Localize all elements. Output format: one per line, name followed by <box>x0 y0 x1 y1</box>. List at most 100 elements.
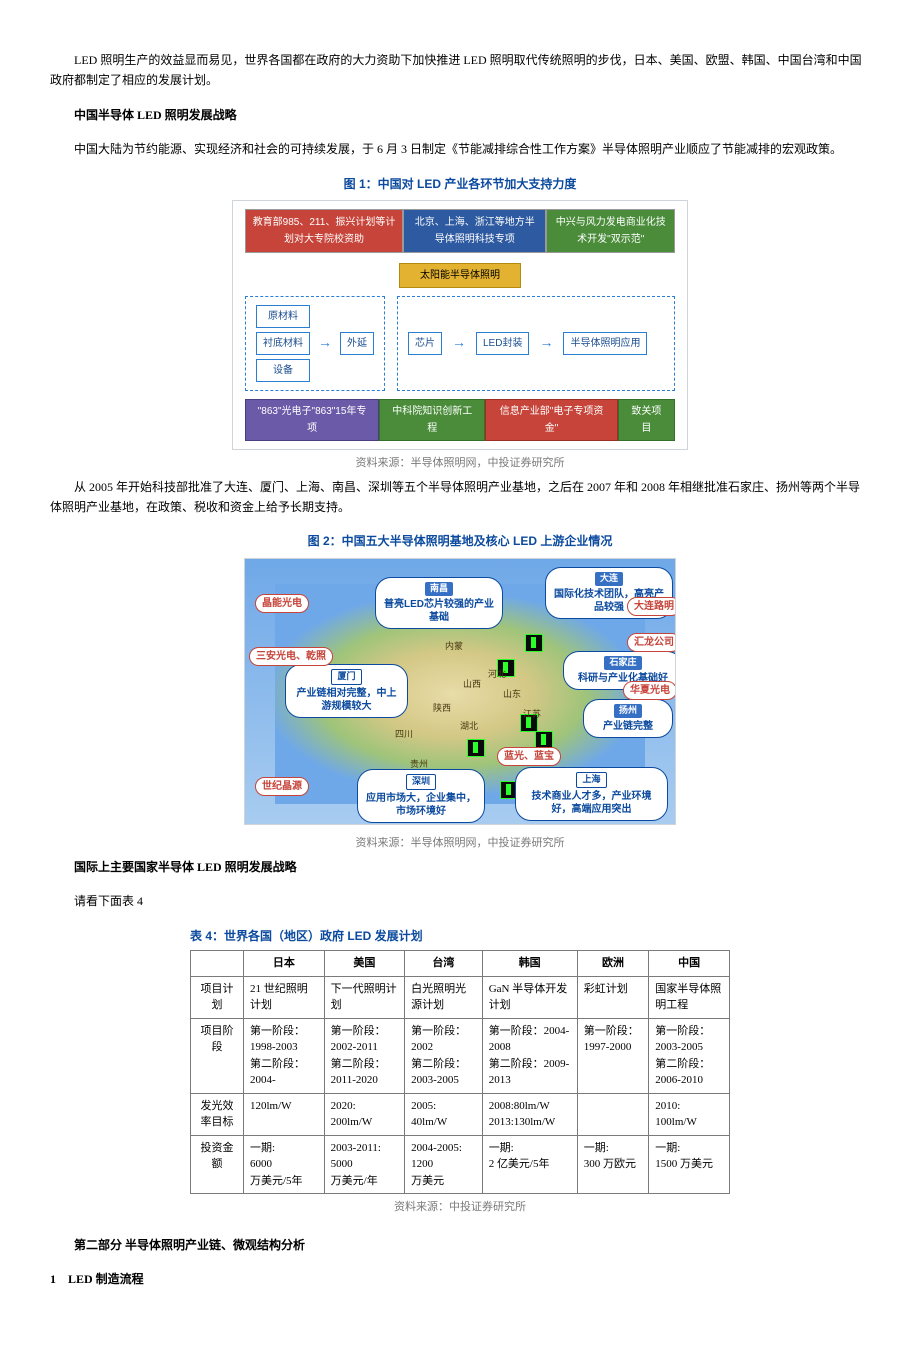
th-6: 中国 <box>649 951 730 977</box>
prov-neimeng: 内蒙 <box>445 639 463 654</box>
fig1-left-d: 外延 <box>340 332 374 355</box>
table-4-title: 表 4：世界各国（地区）政府 LED 发展计划 <box>190 926 730 946</box>
co-jingneng: 晶能光电 <box>255 594 309 613</box>
table-cell: GaN 半导体开发计划 <box>482 976 577 1018</box>
table-cell: 2010:100lm/W <box>649 1093 730 1135</box>
th-5: 欧洲 <box>577 951 649 977</box>
figure-1: 图 1：中国对 LED 产业各环节加大支持力度 教育部985、211、振兴计划等… <box>50 174 870 473</box>
heading-intl-strategy: 国际上主要国家半导体 LED 照明发展战略 <box>50 857 870 877</box>
fig1-top-blue: 北京、上海、浙江等地方半导体照明科技专项 <box>403 209 546 253</box>
table-cell: 2005:40lm/W <box>405 1093 483 1135</box>
table-cell: 第一阶段：2002第二阶段：2003-2005 <box>405 1018 483 1093</box>
prov-hubei: 湖北 <box>460 719 478 734</box>
table-cell: 一期:6000万美元/5年 <box>244 1135 325 1194</box>
figure-1-title: 图 1：中国对 LED 产业各环节加大支持力度 <box>50 174 870 194</box>
table-cell: 第一阶段：2003-2005第二阶段：2006-2010 <box>649 1018 730 1093</box>
paragraph-intro: LED 照明生产的效益显而易见，世界各国都在政府的大力资助下加快推进 LED 照… <box>50 50 870 91</box>
co-languang: 蓝光、蓝宝 <box>497 747 561 766</box>
table-cell: 发光效率目标 <box>191 1093 244 1135</box>
table-cell: 120lm/W <box>244 1093 325 1135</box>
prov-hebei: 河北 <box>488 667 506 682</box>
fig1-right-zone: 芯片 → LED封装 → 半导体照明应用 <box>397 296 675 391</box>
fig1-bot-green: 中科院知识创新工程 <box>379 399 485 441</box>
table-cell <box>577 1093 649 1135</box>
fig1-bot-green2: 致关项目 <box>618 399 675 441</box>
prov-shanxi: 山西 <box>463 677 481 692</box>
prov-shandong: 山东 <box>503 687 521 702</box>
co-dalianlm: 大连路明 <box>627 597 675 616</box>
bubble-yangzhou: 扬州产业链完整 <box>583 699 673 738</box>
heading-part2: 第二部分 半导体照明产业链、微观结构分析 <box>50 1235 870 1255</box>
table-row: 投资金额一期:6000万美元/5年2003-2011:5000万美元/年2004… <box>191 1135 730 1194</box>
table-cell: 第一阶段：1998-2003第二阶段：2004- <box>244 1018 325 1093</box>
table-cell: 项目计划 <box>191 976 244 1018</box>
th-0 <box>191 951 244 977</box>
fig1-right-a: 芯片 <box>408 332 442 355</box>
table-4-source: 资料来源：中投证券研究所 <box>50 1198 870 1217</box>
prov-shaanxi: 陕西 <box>433 701 451 716</box>
paragraph-see-table: 请看下面表 4 <box>50 891 870 911</box>
co-huilong: 汇龙公司 <box>627 633 675 652</box>
fig1-bot-purple: "863"光电子"863"15年专项 <box>245 399 379 441</box>
table-cell: 第一阶段：1997-2000 <box>577 1018 649 1093</box>
table-cell: 白光照明光源计划 <box>405 976 483 1018</box>
table-cell: 2008:80lm/W2013:130lm/W <box>482 1093 577 1135</box>
table-cell: 21 世纪照明计划 <box>244 976 325 1018</box>
co-sanan: 三安光电、乾照 <box>249 647 333 666</box>
table-cell: 彩虹计划 <box>577 976 649 1018</box>
th-4: 韩国 <box>482 951 577 977</box>
marker-nanchang <box>467 739 485 757</box>
th-1: 日本 <box>244 951 325 977</box>
heading-section-1: 1 LED 制造流程 <box>50 1269 870 1289</box>
prov-sichuan: 四川 <box>395 727 413 742</box>
table-row: 项目阶段第一阶段：1998-2003第二阶段：2004-第一阶段：2002-20… <box>191 1018 730 1093</box>
fig1-bot-red: 信息产业部"电子专项资金" <box>485 399 618 441</box>
table-cell: 第一阶段：2004-2008第二阶段：2009-2013 <box>482 1018 577 1093</box>
bubble-xiamen: 厦门产业链相对完整，中上游规模较大 <box>285 664 408 718</box>
table-cell: 一期:300 万欧元 <box>577 1135 649 1194</box>
table-cell: 下一代照明计划 <box>324 976 405 1018</box>
fig1-left-a: 原材料 <box>256 305 310 328</box>
table-row: 项目计划21 世纪照明计划下一代照明计划白光照明光源计划GaN 半导体开发计划彩… <box>191 976 730 1018</box>
table-row: 发光效率目标120lm/W2020:200lm/W2005:40lm/W2008… <box>191 1093 730 1135</box>
heading-china-strategy: 中国半导体 LED 照明发展战略 <box>50 105 870 125</box>
marker-dalian <box>525 634 543 652</box>
fig1-left-c: 设备 <box>256 359 310 382</box>
co-huaxia: 华夏光电 <box>623 681 675 700</box>
fig1-top-red: 教育部985、211、振兴计划等计划对大专院校资助 <box>245 209 403 253</box>
table-cell: 2020:200lm/W <box>324 1093 405 1135</box>
figure-1-body: 教育部985、211、振兴计划等计划对大专院校资助 北京、上海、浙江等地方半导体… <box>232 200 688 450</box>
figure-2-body: 内蒙 河北 山西 陕西 山东 江苏 湖北 四川 贵州 大连国际化技术团队，高亮产… <box>244 558 676 825</box>
arrow-icon: → <box>452 332 466 356</box>
th-2: 美国 <box>324 951 405 977</box>
table-cell: 第一阶段：2002-2011第二阶段：2011-2020 <box>324 1018 405 1093</box>
figure-1-source: 资料来源：半导体照明网，中投证券研究所 <box>50 454 870 473</box>
bubble-shenzhen: 深圳应用市场大，企业集中，市场环境好 <box>357 769 485 823</box>
table-header-row: 日本 美国 台湾 韩国 欧洲 中国 <box>191 951 730 977</box>
fig1-top-green: 中兴与风力发电商业化技术开发"双示范" <box>546 209 675 253</box>
prov-jiangsu: 江苏 <box>523 707 541 722</box>
paragraph-bases: 从 2005 年开始科技部批准了大连、厦门、上海、南昌、深圳等五个半导体照明产业… <box>50 477 870 518</box>
bubble-shanghai: 上海技术商业人才多，产业环境好，高端应用突出 <box>515 767 668 821</box>
table-4-wrap: 表 4：世界各国（地区）政府 LED 发展计划 日本 美国 台湾 韩国 欧洲 中… <box>50 926 870 1217</box>
table-cell: 2003-2011:5000万美元/年 <box>324 1135 405 1194</box>
fig1-sun: 太阳能半导体照明 <box>399 263 521 288</box>
fig1-right-c: 半导体照明应用 <box>563 332 647 355</box>
table-cell: 项目阶段 <box>191 1018 244 1093</box>
th-3: 台湾 <box>405 951 483 977</box>
table-cell: 2004-2005:1200万美元 <box>405 1135 483 1194</box>
bubble-nanchang: 南昌普亮LED芯片较强的产业基础 <box>375 577 503 629</box>
paragraph-policy: 中国大陆为节约能源、实现经济和社会的可持续发展，于 6 月 3 日制定《节能减排… <box>50 139 870 159</box>
arrow-icon: → <box>539 332 553 356</box>
table-4: 日本 美国 台湾 韩国 欧洲 中国 项目计划21 世纪照明计划下一代照明计划白光… <box>190 950 730 1194</box>
fig1-left-zone: 原材料 衬底材料 设备 → 外延 <box>245 296 385 391</box>
figure-2: 图 2：中国五大半导体照明基地及核心 LED 上游企业情况 内蒙 河北 山西 陕… <box>50 531 870 852</box>
document-page: LED 照明生产的效益显而易见，世界各国都在政府的大力资助下加快推进 LED 照… <box>0 0 920 1364</box>
arrow-icon: → <box>318 332 332 356</box>
table-cell: 国家半导体照明工程 <box>649 976 730 1018</box>
table-cell: 一期:1500 万美元 <box>649 1135 730 1194</box>
fig1-right-b: LED封装 <box>476 332 529 355</box>
fig1-left-b: 衬底材料 <box>256 332 310 355</box>
table-cell: 一期:2 亿美元/5年 <box>482 1135 577 1194</box>
table-cell: 投资金额 <box>191 1135 244 1194</box>
